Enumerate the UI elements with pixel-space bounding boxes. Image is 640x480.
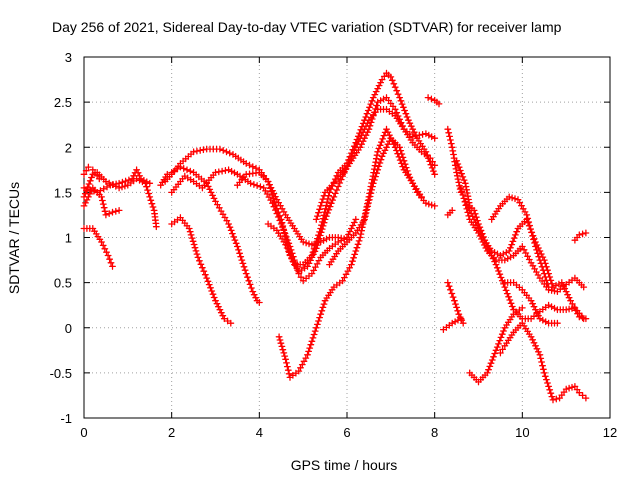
series-arc-8	[161, 145, 351, 249]
series-arc-17	[444, 206, 456, 219]
series-arc-3	[80, 166, 154, 196]
series-arc-12	[312, 94, 439, 223]
marker-trace	[444, 206, 456, 219]
series-arc-27	[571, 229, 590, 244]
y-tick-label: 1.5	[54, 185, 72, 200]
marker-trace	[80, 184, 123, 219]
marker-trace	[80, 169, 160, 231]
series-arc-16	[444, 125, 465, 196]
chart-title: Day 256 of 2021, Sidereal Day-to-day VTE…	[52, 19, 562, 35]
series-arc-14	[275, 125, 425, 381]
y-tick-label: 0.5	[54, 276, 72, 291]
series-arc-5	[80, 163, 103, 183]
axis-ticks: 0 2 4 6 8 10 12 -1 -0.5 0 0.5 1 1.5 2 2.5 3	[50, 50, 618, 440]
marker-trace	[488, 193, 553, 291]
y-axis-label: SDTVAR / TECUs	[6, 182, 22, 294]
marker-trace	[424, 94, 443, 108]
marker-trace	[157, 163, 263, 306]
y-tick-label: 2	[65, 140, 72, 155]
x-tick-label: 12	[603, 425, 617, 440]
series-arc-18	[439, 315, 465, 334]
x-tick-label: 4	[256, 425, 263, 440]
marker-trace	[80, 163, 103, 183]
marker-trace	[461, 197, 590, 323]
series-arc-25	[501, 279, 561, 327]
series-arc-1	[80, 225, 116, 270]
series-arc-4	[80, 184, 123, 219]
marker-trace	[439, 315, 465, 334]
series-arc-2	[80, 169, 160, 231]
marker-trace	[444, 125, 465, 196]
data-series	[80, 69, 590, 404]
marker-trace	[275, 125, 425, 381]
marker-trace	[80, 166, 154, 196]
series-arc-23	[466, 304, 526, 386]
marker-trace	[326, 134, 439, 269]
x-axis-label: GPS time / hours	[291, 457, 398, 473]
marker-trace	[496, 319, 590, 404]
series-arc-13	[326, 134, 439, 269]
series-arc-26	[496, 319, 590, 404]
x-tick-label: 6	[343, 425, 350, 440]
y-tick-label: 0	[65, 321, 72, 336]
marker-trace	[571, 229, 590, 244]
x-tick-label: 0	[80, 425, 87, 440]
series-arc-19	[444, 279, 467, 327]
x-tick-label: 10	[515, 425, 529, 440]
series-arc-7	[157, 163, 263, 306]
series-arc-24	[488, 193, 553, 291]
marker-trace	[312, 94, 439, 223]
marker-trace	[161, 145, 351, 249]
marker-trace	[466, 304, 526, 386]
marker-trace	[453, 157, 588, 323]
marker-trace	[168, 214, 235, 327]
y-tick-label: -0.5	[50, 366, 72, 381]
x-tick-label: 8	[431, 425, 438, 440]
marker-trace	[444, 279, 467, 327]
series-arc-20	[453, 157, 588, 323]
y-tick-label: 3	[65, 50, 72, 65]
marker-trace	[501, 279, 561, 327]
series-arc-6	[168, 214, 235, 327]
y-tick-label: -1	[60, 411, 72, 426]
y-tick-label: 1	[65, 231, 72, 246]
x-tick-label: 2	[168, 425, 175, 440]
series-arc-22	[461, 197, 590, 323]
series-arc-15	[424, 94, 443, 108]
y-tick-label: 2.5	[54, 95, 72, 110]
marker-trace	[80, 225, 116, 270]
